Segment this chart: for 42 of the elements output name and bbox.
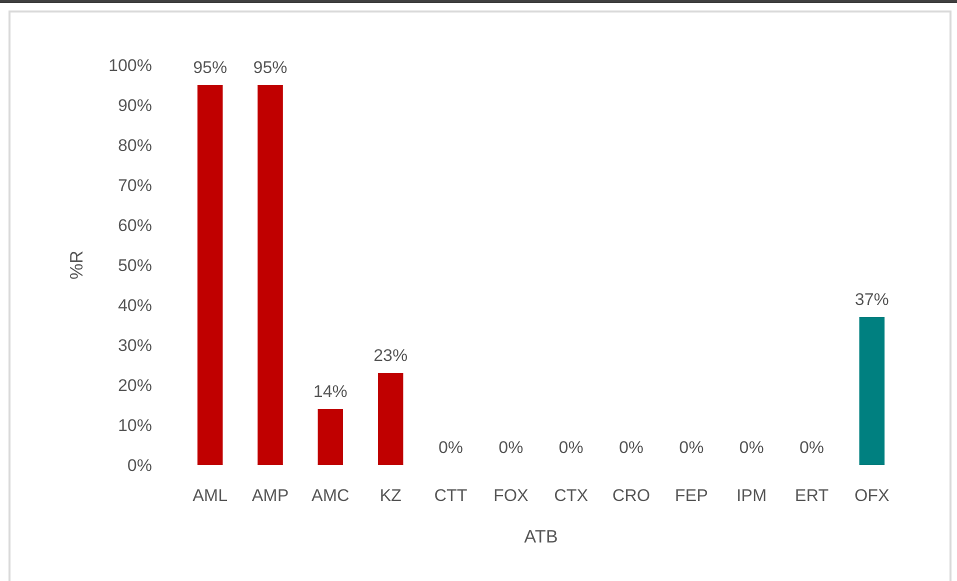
y-tick-label: 100% [108, 56, 152, 75]
x-tick-label: IPM [736, 486, 767, 505]
data-label: 0% [438, 438, 464, 457]
x-tick-label: ERT [794, 486, 829, 505]
x-tick-label: FEP [674, 486, 708, 505]
data-label: 0% [679, 438, 704, 457]
x-tick-label: AMC [312, 486, 350, 505]
data-label: 0% [618, 438, 644, 457]
y-tick-label: 20% [118, 376, 152, 395]
bar [859, 317, 885, 465]
y-tick-label: 90% [118, 96, 152, 115]
x-tick-label: CTT [434, 486, 468, 505]
y-tick-label: 0% [127, 456, 152, 475]
x-tick-label: AML [192, 486, 228, 505]
y-axis-title: %R [66, 250, 86, 280]
x-tick-label: KZ [380, 486, 402, 505]
data-label: 14% [313, 382, 348, 401]
x-tick-label: FOX [493, 486, 528, 505]
data-label: 0% [498, 438, 524, 457]
y-tick-label: 70% [118, 176, 152, 195]
y-tick-label: 30% [118, 336, 152, 355]
data-label: 0% [558, 438, 584, 457]
x-axis-title: ATB [524, 526, 558, 546]
data-label: 95% [193, 58, 228, 77]
data-label: 37% [854, 290, 889, 309]
bar [378, 373, 404, 465]
y-tick-label: 10% [118, 416, 152, 435]
y-tick-label: 80% [118, 136, 152, 155]
x-tick-label: CTX [554, 486, 588, 505]
bar [258, 85, 283, 465]
y-tick-label: 40% [118, 296, 152, 315]
y-tick-label: 60% [118, 216, 152, 235]
x-tick-label: CRO [612, 486, 650, 505]
bar [197, 85, 223, 465]
data-label: 95% [253, 58, 288, 77]
y-tick-label: 50% [118, 256, 152, 275]
data-label: 23% [374, 346, 408, 365]
x-tick-label: OFX [854, 486, 890, 505]
bar [318, 409, 344, 465]
data-label: 0% [739, 438, 764, 457]
data-label: 0% [799, 438, 824, 457]
x-tick-label: AMP [252, 486, 289, 505]
